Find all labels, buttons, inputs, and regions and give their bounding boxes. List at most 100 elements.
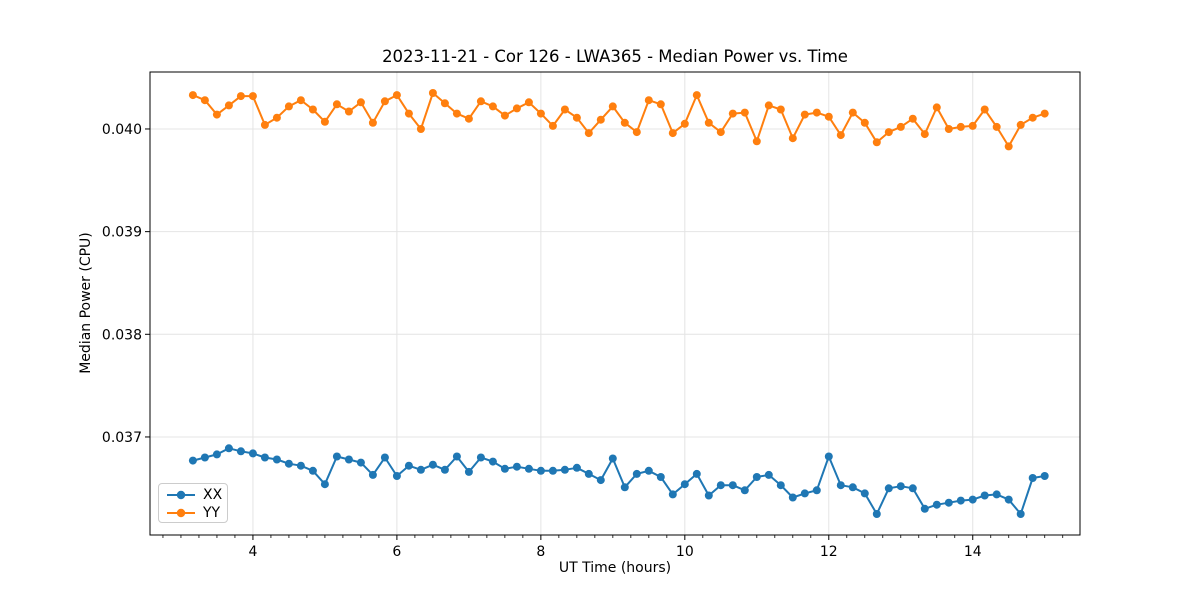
series-yy-marker — [740, 108, 749, 117]
series-yy-marker — [356, 98, 365, 107]
series-yy-marker — [260, 120, 269, 129]
series-yy-marker — [344, 107, 353, 116]
series-yy-marker — [332, 100, 341, 109]
series-xx-marker — [656, 473, 665, 481]
series-yy-marker — [548, 121, 557, 130]
series-yy-marker — [392, 91, 401, 100]
legend-marker-yy-icon — [167, 508, 195, 518]
series-yy-marker — [800, 110, 809, 119]
x-tick-label: 4 — [248, 544, 257, 560]
series-yy-marker — [452, 109, 461, 118]
series-yy-marker — [632, 128, 641, 137]
axes-spines — [149, 71, 1081, 536]
series-yy-marker — [692, 91, 701, 100]
series-yy-marker — [224, 101, 233, 110]
x-tick-label: 8 — [536, 544, 545, 560]
series-xx-marker — [740, 486, 749, 495]
series-yy-marker — [272, 113, 281, 122]
series-yy-marker — [656, 100, 665, 109]
legend-label-yy: YY — [203, 505, 221, 521]
series-yy-marker — [464, 114, 473, 123]
series-xx-marker — [428, 460, 437, 469]
series-xx-marker — [776, 481, 785, 490]
series-yy-marker — [188, 91, 197, 100]
series-xx-marker — [872, 510, 881, 518]
x-tick-label: 6 — [392, 544, 401, 560]
series-xx-marker — [632, 469, 641, 478]
series-xx-marker — [968, 495, 977, 504]
series-xx-marker — [752, 473, 761, 481]
series-yy-marker — [572, 113, 581, 122]
series-xx-marker — [692, 469, 701, 478]
series-xx-marker — [536, 466, 545, 475]
series-yy-marker — [248, 92, 257, 101]
x-tick-label: 12 — [820, 544, 838, 560]
series-xx-marker — [716, 481, 725, 490]
series-xx-marker — [188, 456, 197, 465]
series-yy-marker — [872, 138, 881, 147]
series-xx-marker — [260, 453, 269, 462]
series-yy-marker — [308, 105, 317, 114]
legend: XX YY — [158, 483, 228, 523]
series-xx-marker — [704, 491, 713, 500]
series-yy-marker — [752, 137, 761, 146]
series-yy-marker — [620, 118, 629, 127]
legend-item-xx: XX — [166, 486, 227, 504]
series-xx-marker — [548, 466, 557, 475]
series-yy-marker — [644, 96, 653, 105]
series-xx-marker — [824, 452, 833, 461]
series-yy-marker — [896, 122, 905, 131]
series-yy-marker — [404, 109, 413, 118]
series-xx-marker — [908, 484, 917, 493]
series-xx-marker — [524, 464, 533, 473]
series-xx-marker — [308, 466, 317, 475]
series-xx-marker — [512, 462, 521, 471]
series-xx-marker — [764, 470, 773, 479]
series-xx-marker — [272, 455, 281, 464]
series-yy-marker — [416, 125, 425, 133]
series-xx-marker — [356, 458, 365, 467]
series-yy-marker — [728, 109, 737, 118]
series-yy-marker — [1040, 109, 1049, 118]
series-yy-marker — [284, 102, 293, 111]
series-yy-marker — [980, 105, 989, 114]
series-xx-marker — [944, 498, 953, 507]
series-xx-marker — [248, 449, 257, 458]
y-tick-label: 0.038 — [102, 327, 142, 343]
series-xx-marker — [980, 491, 989, 500]
y-tick-label: 0.040 — [102, 122, 142, 138]
series-xx-marker — [896, 482, 905, 491]
series-yy-marker — [704, 118, 713, 127]
series-yy-marker — [668, 129, 677, 138]
series-xx-marker — [368, 470, 377, 479]
series-yy-marker — [776, 105, 785, 114]
series-xx-line — [192, 447, 1045, 515]
series-xx-marker — [884, 484, 893, 493]
series-xx-marker — [788, 493, 797, 502]
series-yy-marker — [824, 112, 833, 121]
series-yy-marker — [884, 128, 893, 137]
series-xx-marker — [1028, 474, 1037, 482]
series-xx-marker — [200, 453, 209, 462]
series-yy-marker — [1028, 113, 1037, 122]
series-yy-marker — [476, 97, 485, 106]
series-yy-marker — [488, 102, 497, 111]
series-yy-marker — [536, 109, 545, 118]
series-xx-marker — [620, 483, 629, 492]
series-xx-marker — [212, 450, 221, 459]
series-xx-marker — [464, 467, 473, 476]
series-yy-marker — [944, 125, 953, 133]
series-yy-marker — [320, 117, 329, 126]
legend-item-yy: YY — [166, 504, 227, 522]
series-xx-marker — [1004, 495, 1013, 504]
series-yy-marker — [500, 111, 509, 120]
series-yy-marker — [968, 121, 977, 130]
series-xx-marker — [584, 469, 593, 478]
y-tick-label: 0.039 — [102, 225, 142, 241]
series-xx-marker — [284, 459, 293, 468]
series-yy-marker — [932, 103, 941, 112]
series-yy-marker — [200, 96, 209, 105]
series-xx-marker — [848, 483, 857, 492]
series-xx-marker — [680, 480, 689, 489]
series-xx-marker — [956, 496, 965, 505]
